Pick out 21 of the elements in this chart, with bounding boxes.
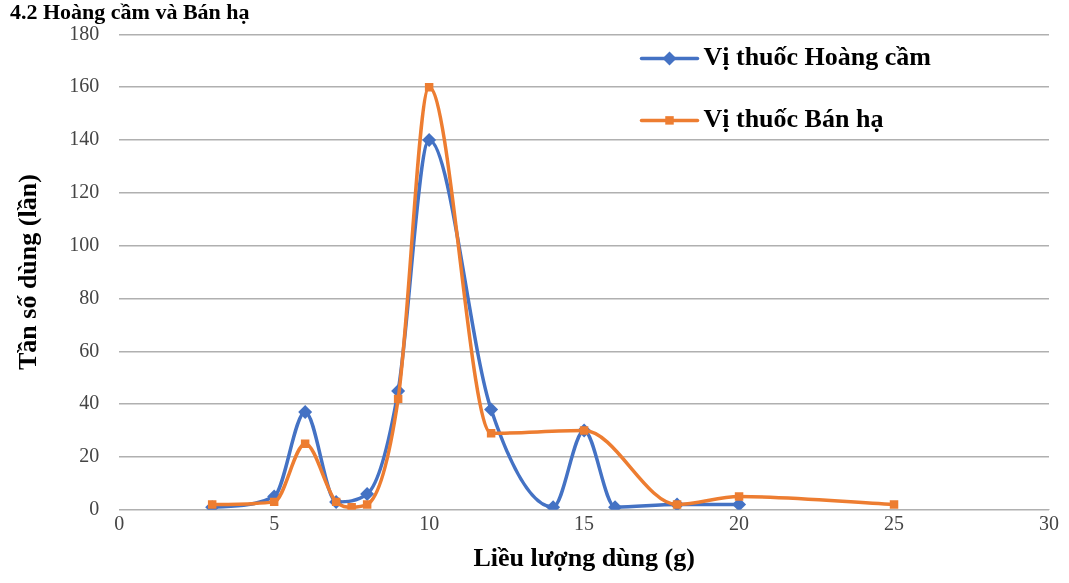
chart-title: 4.2 Hoàng cầm và Bán hạ	[10, 0, 250, 24]
y-tick-label: 60	[79, 338, 100, 361]
legend-label: Vị thuốc Bán hạ	[703, 104, 884, 134]
y-axis-title: Tần số dùng (lần)	[13, 174, 43, 371]
x-tick-label: 30	[1039, 512, 1059, 535]
y-tick-label: 20	[79, 444, 100, 467]
x-tick-label: 5	[269, 512, 280, 535]
legend-label: Vị thuốc Hoàng cầm	[703, 42, 932, 72]
y-tick-label: 140	[69, 127, 100, 150]
x-axis-title: Liều lượng dùng (g)	[473, 543, 695, 573]
y-tick-label: 160	[69, 74, 100, 97]
y-tick-label: 100	[69, 232, 100, 255]
y-tick-label: 0	[89, 497, 100, 520]
y-tick-label: 80	[79, 285, 100, 308]
x-tick-label: 0	[114, 512, 125, 535]
y-tick-label: 120	[69, 180, 100, 203]
x-tick-label: 20	[729, 512, 750, 535]
y-tick-label: 40	[79, 391, 100, 414]
x-tick-label: 25	[884, 512, 905, 535]
x-tick-label: 10	[419, 512, 440, 535]
x-tick-label: 15	[574, 512, 595, 535]
